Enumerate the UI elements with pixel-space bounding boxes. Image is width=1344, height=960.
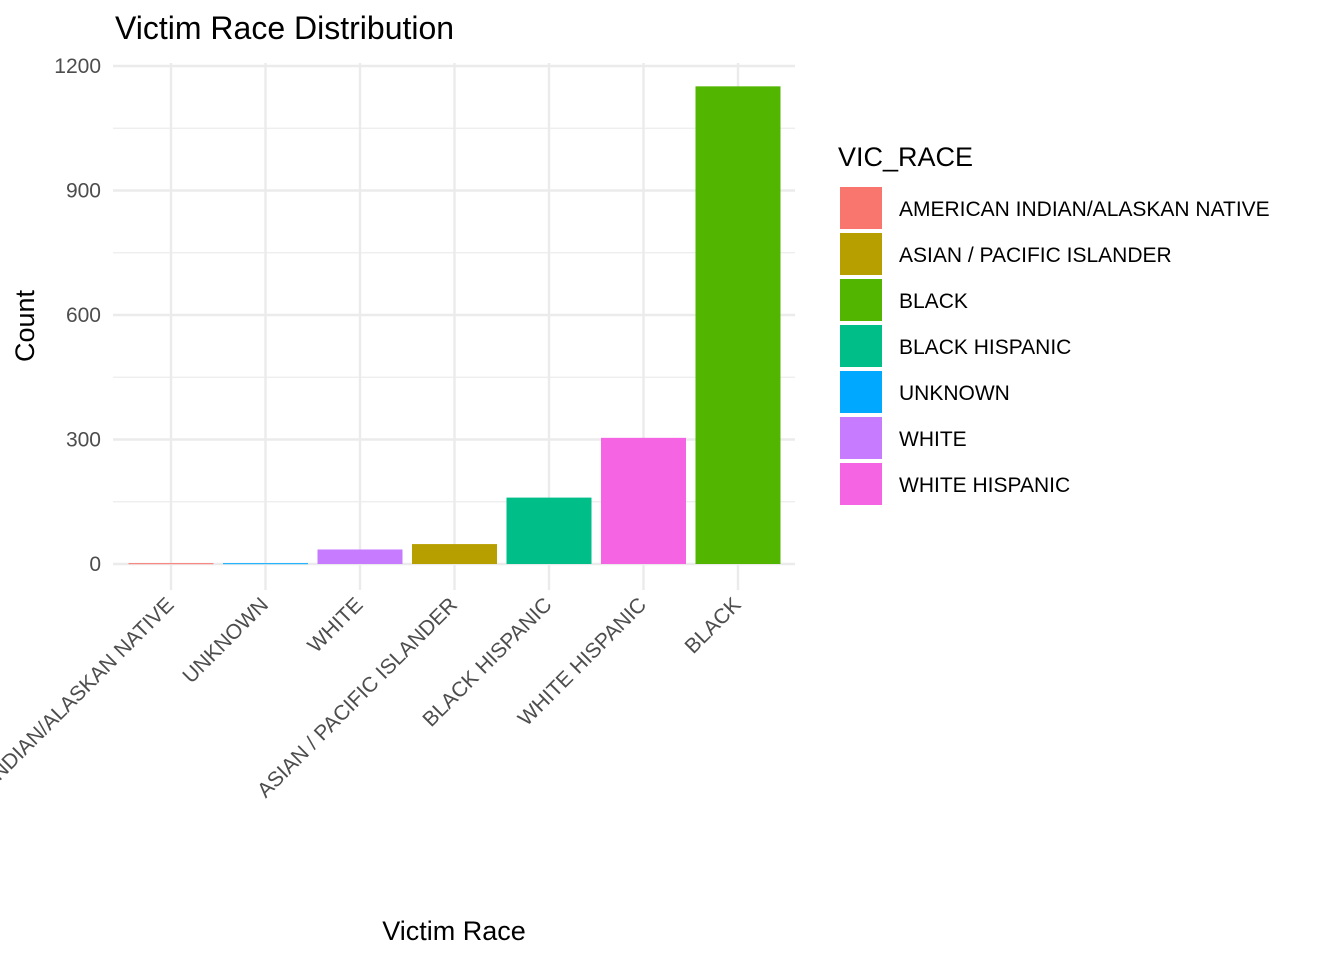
legend-key	[840, 325, 882, 367]
legend-key	[840, 463, 882, 505]
y-axis-title: Count	[10, 289, 40, 362]
legend-key	[840, 233, 882, 275]
x-axis-title: Victim Race	[382, 916, 526, 946]
y-tick-label: 1200	[54, 55, 101, 78]
legend-key	[840, 417, 882, 459]
legend-key	[840, 279, 882, 321]
x-tick-label: ASIAN / PACIFIC ISLANDER	[253, 593, 462, 802]
bar	[506, 497, 592, 564]
bar	[695, 86, 781, 565]
bar	[412, 544, 497, 564]
x-tick-label: UNKNOWN	[178, 593, 273, 688]
legend-label: BLACK HISPANIC	[899, 336, 1071, 359]
legend-label: UNKNOWN	[899, 382, 1010, 405]
y-tick-label: 600	[66, 304, 101, 327]
legend-title: VIC_RACE	[838, 142, 973, 172]
legend-label: BLACK	[899, 290, 968, 313]
legend-label: ASIAN / PACIFIC ISLANDER	[899, 244, 1172, 267]
legend-label: WHITE HISPANIC	[899, 474, 1070, 497]
legend-key	[840, 187, 882, 229]
y-tick-label: 900	[66, 180, 101, 203]
grid	[113, 63, 795, 590]
bar	[317, 549, 403, 564]
bars	[128, 86, 781, 565]
legend-key	[840, 371, 882, 413]
legend: VIC_RACE AMERICAN INDIAN/ALASKAN NATIVE A…	[838, 142, 1270, 505]
x-tick-label: WHITE	[303, 593, 367, 657]
x-tick-label: AMERICAN INDIAN/ALASKAN NATIVE	[0, 593, 179, 871]
chart-title: Victim Race Distribution	[115, 10, 454, 46]
legend-label: AMERICAN INDIAN/ALASKAN NATIVE	[899, 198, 1270, 221]
bar	[601, 437, 686, 564]
y-axis-ticks: 0 300 600 900 1200	[54, 55, 101, 576]
bar	[128, 563, 214, 565]
y-tick-label: 300	[66, 429, 101, 452]
y-tick-label: 0	[89, 553, 101, 576]
x-tick-label: BLACK	[681, 593, 746, 658]
bar	[223, 563, 308, 565]
legend-label: WHITE	[899, 428, 967, 451]
